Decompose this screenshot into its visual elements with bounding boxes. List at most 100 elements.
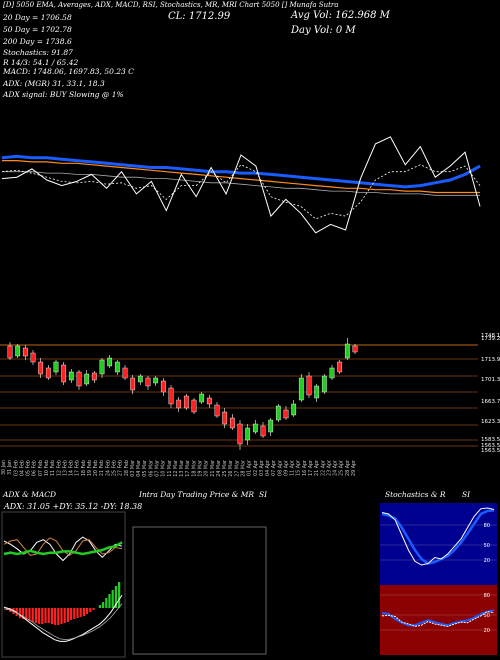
candle-body bbox=[30, 352, 36, 363]
date-tick-label: 24 Feb bbox=[105, 460, 111, 476]
chart-title: [D] 5050 EMA, Averages, ADX, MACD, RSI, … bbox=[3, 1, 339, 9]
macd-histogram-bar bbox=[105, 598, 108, 608]
date-tick-label: 02 Apr bbox=[253, 460, 259, 476]
intraday-panel-si: SI bbox=[259, 490, 268, 499]
date-tick-label: 22 Apr bbox=[320, 460, 326, 476]
candle-body bbox=[191, 399, 197, 413]
candle-body bbox=[252, 423, 258, 433]
candle-body bbox=[130, 377, 136, 391]
date-tick-label: 21 Mar bbox=[210, 460, 216, 477]
intraday-panel-title: Intra Day Trading Price & MR bbox=[139, 490, 255, 499]
candle-body bbox=[344, 343, 350, 359]
price-tick-label: 1713.91 bbox=[481, 357, 500, 363]
candle-body bbox=[45, 367, 51, 379]
date-tick-label: 24 Mar bbox=[216, 460, 222, 477]
date-tick-label: 14 Feb bbox=[69, 460, 75, 476]
candle-body bbox=[7, 345, 13, 359]
candle-body bbox=[53, 361, 59, 373]
date-tick-label: 19 Mar bbox=[197, 460, 203, 477]
macd-histogram-bar bbox=[82, 608, 85, 616]
candle-body bbox=[260, 425, 266, 437]
macd-histogram-bar bbox=[66, 608, 69, 622]
price-tick-label: 1701.33 bbox=[481, 377, 500, 383]
date-tick-label: 23 Apr bbox=[326, 460, 332, 476]
date-tick-label: 18 Mar bbox=[191, 460, 197, 477]
date-tick-label: 15 Apr bbox=[296, 460, 302, 476]
macd-histogram-bar bbox=[102, 602, 105, 608]
candle-body bbox=[153, 377, 159, 384]
adx-plus-line bbox=[3, 536, 123, 562]
candle-body bbox=[314, 385, 320, 399]
candle-body bbox=[38, 361, 44, 375]
candle-body bbox=[176, 399, 182, 409]
r-label: R 14/3: 54.1 / 65.42 bbox=[3, 58, 79, 67]
macd-histogram-bar bbox=[79, 608, 82, 617]
date-tick-label: 25 Apr bbox=[339, 460, 345, 476]
candle-body bbox=[199, 393, 205, 403]
date-tick-label: 03 Feb bbox=[13, 460, 19, 476]
macd-histogram-bar bbox=[86, 608, 89, 614]
candle-body bbox=[84, 373, 90, 385]
date-tick-label: 17 Apr bbox=[308, 460, 314, 476]
date-tick-label: 25 Mar bbox=[222, 460, 228, 477]
macd-histogram-bar bbox=[111, 590, 114, 608]
date-tick-label: 04 Apr bbox=[265, 460, 271, 476]
candle-body bbox=[283, 409, 289, 419]
macd-line bbox=[3, 594, 123, 642]
date-tick-label: 19 Feb bbox=[87, 460, 93, 476]
candle-body bbox=[99, 359, 105, 375]
candle-body bbox=[61, 364, 67, 383]
adx-line bbox=[3, 541, 123, 556]
date-tick-label: 11 Feb bbox=[50, 460, 56, 476]
ma-line-dotted bbox=[1, 164, 481, 220]
date-tick-label: 12 Mar bbox=[173, 460, 179, 477]
macd-histogram-bar bbox=[118, 582, 121, 608]
date-tick-label: 10 Mar bbox=[161, 460, 167, 477]
stochastics-panel-si: SI bbox=[462, 490, 471, 499]
macd-label: MACD: 1748.06, 1697.83, 50.23 C bbox=[3, 67, 134, 76]
candle-body bbox=[168, 387, 174, 405]
date-tick-label: 26 Mar bbox=[228, 460, 234, 477]
price-tick-label: 1563.55 bbox=[481, 443, 500, 449]
dma50-label: 50 Day = 1702.78 bbox=[3, 25, 72, 34]
date-tick-label: 03 Mar bbox=[130, 460, 136, 477]
date-tick-label: 10 Feb bbox=[44, 460, 50, 476]
candle-body bbox=[291, 403, 297, 416]
candle-body bbox=[214, 404, 220, 417]
candle-body bbox=[321, 375, 327, 393]
candle-body bbox=[183, 395, 189, 409]
macd-histogram-bar bbox=[92, 608, 95, 610]
date-tick-label: 27 Feb bbox=[118, 460, 124, 476]
candle-body bbox=[268, 419, 274, 433]
date-tick-label: 11 Apr bbox=[290, 460, 296, 476]
macd-histogram-bar bbox=[31, 608, 34, 622]
date-tick-label: 16 Apr bbox=[302, 460, 308, 476]
adx-panel-values: ADX: 31.05 +DY: 35.12 -DY: 18.38 bbox=[4, 502, 143, 511]
price-tick-label: 1623.34 bbox=[481, 419, 500, 425]
date-tick-label: 17 Feb bbox=[75, 460, 81, 476]
date-tick-label: 24 Apr bbox=[333, 460, 339, 476]
price-tick-label: 1663.75 bbox=[481, 399, 500, 405]
macd-histogram-bar bbox=[25, 608, 28, 620]
price-tick-label: 1563.55 bbox=[481, 448, 500, 454]
dma20-label: 20 Day = 1706.58 bbox=[3, 13, 72, 22]
date-tick-label: 21 Feb bbox=[99, 460, 105, 476]
ma-line-orange bbox=[2, 160, 480, 194]
macd-histogram-bar bbox=[34, 608, 37, 623]
macd-histogram-bar bbox=[63, 608, 66, 623]
candle-body bbox=[107, 357, 113, 367]
macd-histogram-bar bbox=[76, 608, 79, 618]
date-tick-label: 27 Mar bbox=[234, 460, 240, 477]
macd-histogram-bar bbox=[38, 608, 41, 624]
macd-histogram-bar bbox=[41, 608, 44, 624]
macd-histogram-bar bbox=[73, 608, 76, 619]
macd-histogram-bar bbox=[22, 608, 25, 619]
candle-body bbox=[91, 372, 97, 381]
stoch-grid-label: 50 bbox=[484, 543, 490, 549]
date-tick-label: 29 Apr bbox=[351, 460, 357, 476]
date-tick-label: 30 Jan bbox=[1, 460, 7, 475]
date-tick-label: 04 Feb bbox=[19, 460, 25, 476]
candle-body bbox=[222, 411, 228, 425]
macd-histogram-bar bbox=[89, 608, 92, 612]
